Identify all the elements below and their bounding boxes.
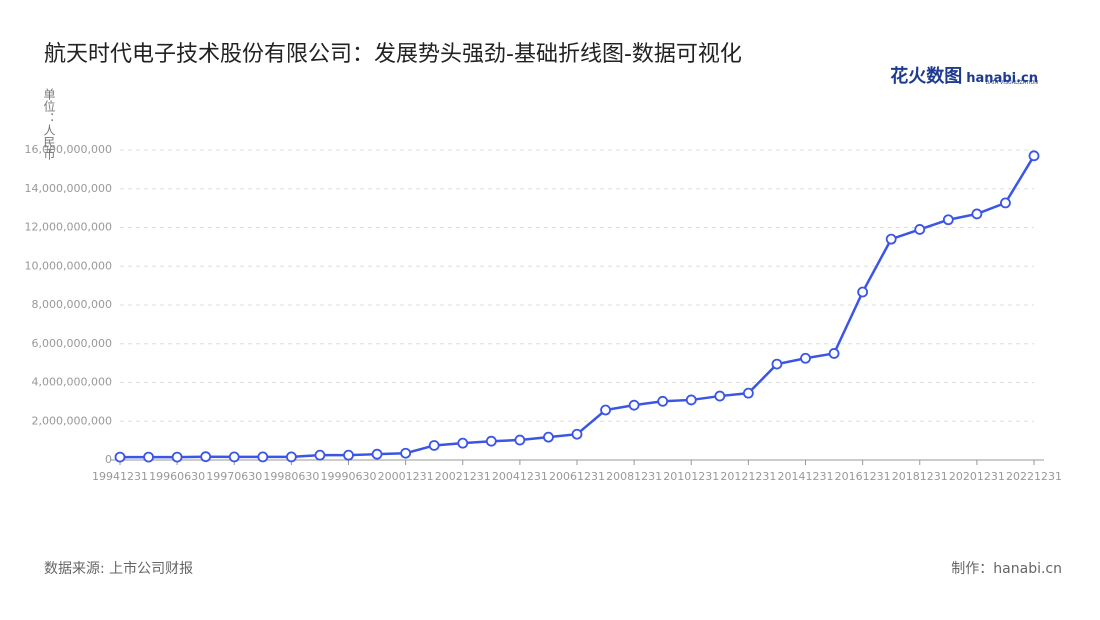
x-tick-label: 19960630 bbox=[149, 470, 205, 483]
y-tick-label: 4,000,000,000 bbox=[32, 376, 112, 389]
y-tick-label: 8,000,000,000 bbox=[32, 298, 112, 311]
point bbox=[200, 451, 212, 463]
point bbox=[685, 394, 697, 406]
x-tick-label: 20181231 bbox=[892, 470, 948, 483]
point bbox=[257, 451, 269, 463]
logo: 花火数图 hanabi.cn DATA VISUALIZATION bbox=[890, 62, 1038, 88]
point bbox=[371, 448, 383, 460]
x-tick-label: 20101231 bbox=[663, 470, 719, 483]
x-tick-label: 20201231 bbox=[949, 470, 1005, 483]
point bbox=[543, 431, 554, 443]
logo-brand: 花火数图 bbox=[890, 66, 963, 87]
point bbox=[1000, 197, 1011, 209]
y-tick-label: 12,000,000,000 bbox=[25, 221, 112, 234]
x-tick-label: 20121231 bbox=[720, 470, 776, 483]
chart-title: 航天时代电子技术股份有限公司：发展势头强劲-基础折线图-数据可视化 bbox=[44, 42, 742, 67]
y-tick-label: 16,000,000,000 bbox=[25, 143, 112, 156]
x-tick-label: 19970630 bbox=[206, 470, 262, 483]
x-tick-label: 20161231 bbox=[835, 470, 891, 483]
point bbox=[628, 399, 640, 411]
line bbox=[120, 155, 1036, 459]
x-tick-label: 19990630 bbox=[321, 470, 377, 483]
x-tick-label: 20061231 bbox=[549, 470, 605, 483]
x-tick-label: 20141231 bbox=[778, 470, 834, 483]
point bbox=[657, 395, 669, 407]
y-tick-label: 6,000,000,000 bbox=[32, 337, 112, 350]
point bbox=[571, 428, 583, 440]
point bbox=[742, 387, 754, 399]
point bbox=[343, 449, 354, 461]
x-tick-label: 20041231 bbox=[492, 470, 548, 483]
point bbox=[400, 447, 412, 459]
y-tick-label: 0 bbox=[105, 453, 112, 466]
x-tick-label: 20081231 bbox=[606, 470, 662, 483]
logo-site: hanabi.cn bbox=[966, 71, 1038, 86]
point bbox=[428, 440, 440, 451]
point bbox=[914, 224, 926, 235]
x-tick-label: 19941231 bbox=[92, 470, 148, 483]
point bbox=[228, 451, 240, 463]
y-axis-label: 单位：人民币 bbox=[42, 88, 56, 160]
y-tick-label: 2,000,000,000 bbox=[32, 414, 112, 427]
point bbox=[828, 348, 840, 359]
source: 数据来源: 上市公司财报 bbox=[44, 561, 194, 577]
point bbox=[942, 214, 954, 226]
point bbox=[800, 352, 811, 364]
credit: 制作：hanabi.cn bbox=[951, 561, 1062, 577]
x-tick-label: 20001231 bbox=[378, 470, 434, 483]
x-tick-label: 20021231 bbox=[435, 470, 491, 483]
point bbox=[885, 233, 897, 245]
point bbox=[285, 451, 297, 463]
point bbox=[714, 390, 726, 402]
point bbox=[171, 451, 183, 463]
point bbox=[771, 358, 783, 370]
x-tick-label: 20221231 bbox=[1006, 470, 1062, 483]
point bbox=[314, 449, 326, 461]
x-tick-label: 19980630 bbox=[263, 470, 319, 483]
point bbox=[114, 451, 126, 463]
y-tick-label: 14,000,000,000 bbox=[25, 182, 112, 195]
point bbox=[485, 435, 497, 447]
point bbox=[143, 451, 154, 463]
point bbox=[971, 208, 983, 220]
point bbox=[857, 286, 869, 298]
y-tick-label: 10,000,000,000 bbox=[25, 259, 112, 272]
point bbox=[600, 404, 611, 416]
point bbox=[1028, 150, 1040, 162]
logo-tagline: DATA VISUALIZATION bbox=[985, 80, 1038, 86]
point bbox=[457, 437, 469, 449]
point bbox=[514, 434, 526, 446]
